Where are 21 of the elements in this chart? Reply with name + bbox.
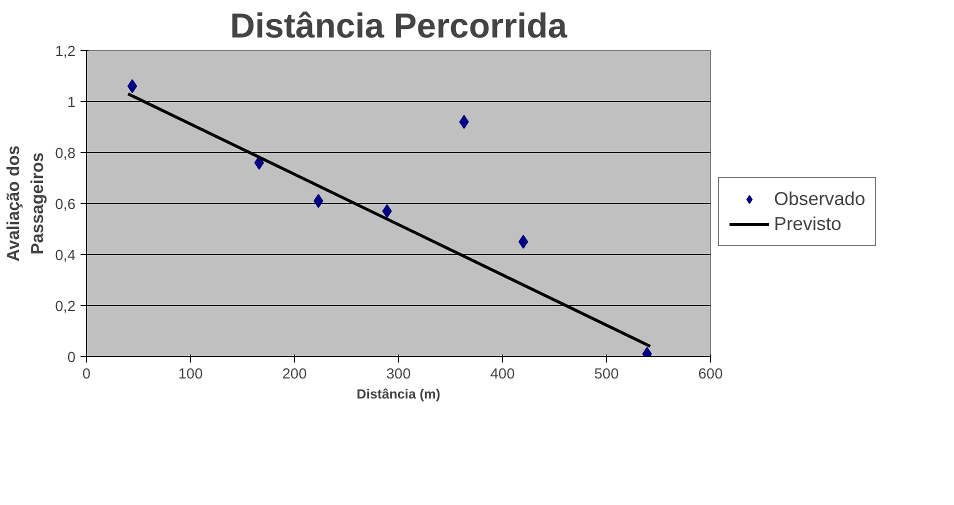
y-tick-label: 0,2 <box>55 299 76 315</box>
x-tick-label: 300 <box>386 366 411 382</box>
y-tick-label: 0,8 <box>55 146 76 162</box>
x-tick-label: 600 <box>698 366 723 382</box>
x-tick-label: 500 <box>594 366 619 382</box>
chart-title: Distância Percorrida <box>230 8 568 46</box>
x-tick-label: 200 <box>282 366 307 382</box>
y-tick-label: 0,4 <box>55 248 76 264</box>
legend-label: Previsto <box>774 213 842 235</box>
y-tick-label: 1,2 <box>55 44 76 60</box>
point <box>127 79 138 94</box>
y-axis-title: Avaliação dos Passageiros <box>3 146 48 262</box>
y-tick-label: 1 <box>67 95 76 111</box>
x-tick-label: 100 <box>178 366 203 382</box>
y-tick-label: 0,6 <box>55 197 76 213</box>
x-axis-title: Distância (m) <box>356 386 440 402</box>
x-tick-label: 0 <box>82 366 91 382</box>
y-tick-label: 0 <box>67 350 76 366</box>
point <box>518 234 528 249</box>
legend-label: Observado <box>774 188 866 210</box>
x-tick-label: 400 <box>490 366 515 382</box>
